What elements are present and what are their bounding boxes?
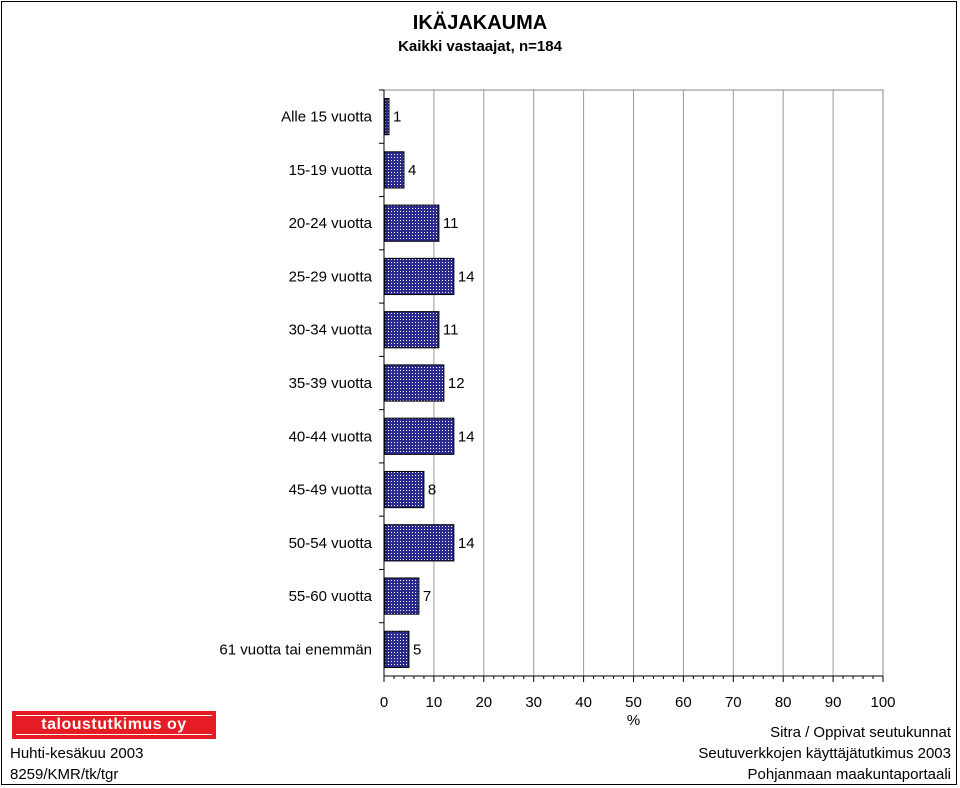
data-label-9: 7 — [423, 588, 431, 605]
bar-3 — [384, 257, 455, 296]
bar-9 — [384, 577, 420, 615]
category-label-5: 35-39 vuotta — [289, 375, 373, 392]
x-tick-label-30: 30 — [525, 694, 542, 711]
data-label-7: 8 — [428, 482, 436, 499]
bar-7 — [384, 470, 425, 509]
chart-title: IKÄJAKAUMA — [412, 12, 548, 34]
category-label-3: 25-29 vuotta — [289, 268, 373, 285]
x-tick-label-20: 20 — [475, 694, 492, 711]
bar-10 — [384, 630, 410, 668]
footer-portal: Pohjanmaan maakuntaportaali — [747, 766, 951, 783]
bar-0 — [384, 98, 390, 136]
footer-date: Huhti-kesäkuu 2003 — [10, 745, 144, 762]
data-label-5: 12 — [448, 375, 465, 392]
data-label-1: 4 — [408, 162, 416, 179]
category-label-6: 40-44 vuotta — [289, 428, 373, 445]
data-label-4: 11 — [443, 322, 459, 339]
x-tick-label-90: 90 — [825, 694, 842, 711]
category-label-2: 20-24 vuotta — [289, 215, 373, 232]
category-label-8: 50-54 vuotta — [289, 535, 373, 552]
footer-code: 8259/KMR/tk/tgr — [10, 766, 119, 783]
bar-5 — [384, 364, 445, 402]
taloustutkimus-logo: taloustutkimus oy — [12, 711, 216, 739]
x-tick-label-0: 0 — [380, 694, 388, 711]
bar-4 — [384, 311, 440, 349]
category-label-7: 45-49 vuotta — [289, 482, 373, 499]
x-tick-label-40: 40 — [575, 694, 592, 711]
x-tick-label-100: 100 — [870, 694, 895, 711]
category-label-9: 55-60 vuotta — [289, 588, 373, 605]
bar-1 — [384, 151, 405, 189]
logo-text: taloustutkimus oy — [16, 715, 212, 735]
category-label-0: Alle 15 vuotta — [281, 109, 373, 126]
data-label-10: 5 — [413, 641, 421, 658]
data-label-6: 14 — [458, 428, 475, 445]
data-label-8: 14 — [458, 535, 475, 552]
x-tick-label-10: 10 — [426, 694, 443, 711]
x-tick-label-70: 70 — [725, 694, 742, 711]
category-label-10: 61 vuotta tai enemmän — [219, 641, 372, 658]
x-tick-label-50: 50 — [625, 694, 642, 711]
bar-6 — [384, 417, 455, 455]
data-label-0: 1 — [393, 109, 401, 126]
bar-2 — [384, 204, 440, 242]
x-axis-label: % — [627, 712, 640, 729]
footer-client: Sitra / Oppivat seutukunnat — [770, 724, 951, 741]
x-tick-label-60: 60 — [675, 694, 692, 711]
x-tick-label-80: 80 — [775, 694, 792, 711]
data-label-3: 14 — [458, 268, 475, 285]
bar-8 — [384, 524, 455, 562]
chart-subtitle: Kaikki vastaajat, n=184 — [398, 38, 562, 55]
footer-study: Seutuverkkojen käyttäjätutkimus 2003 — [698, 745, 951, 762]
data-label-2: 11 — [443, 215, 459, 232]
category-label-4: 30-34 vuotta — [289, 322, 373, 339]
category-label-1: 15-19 vuotta — [289, 162, 373, 179]
